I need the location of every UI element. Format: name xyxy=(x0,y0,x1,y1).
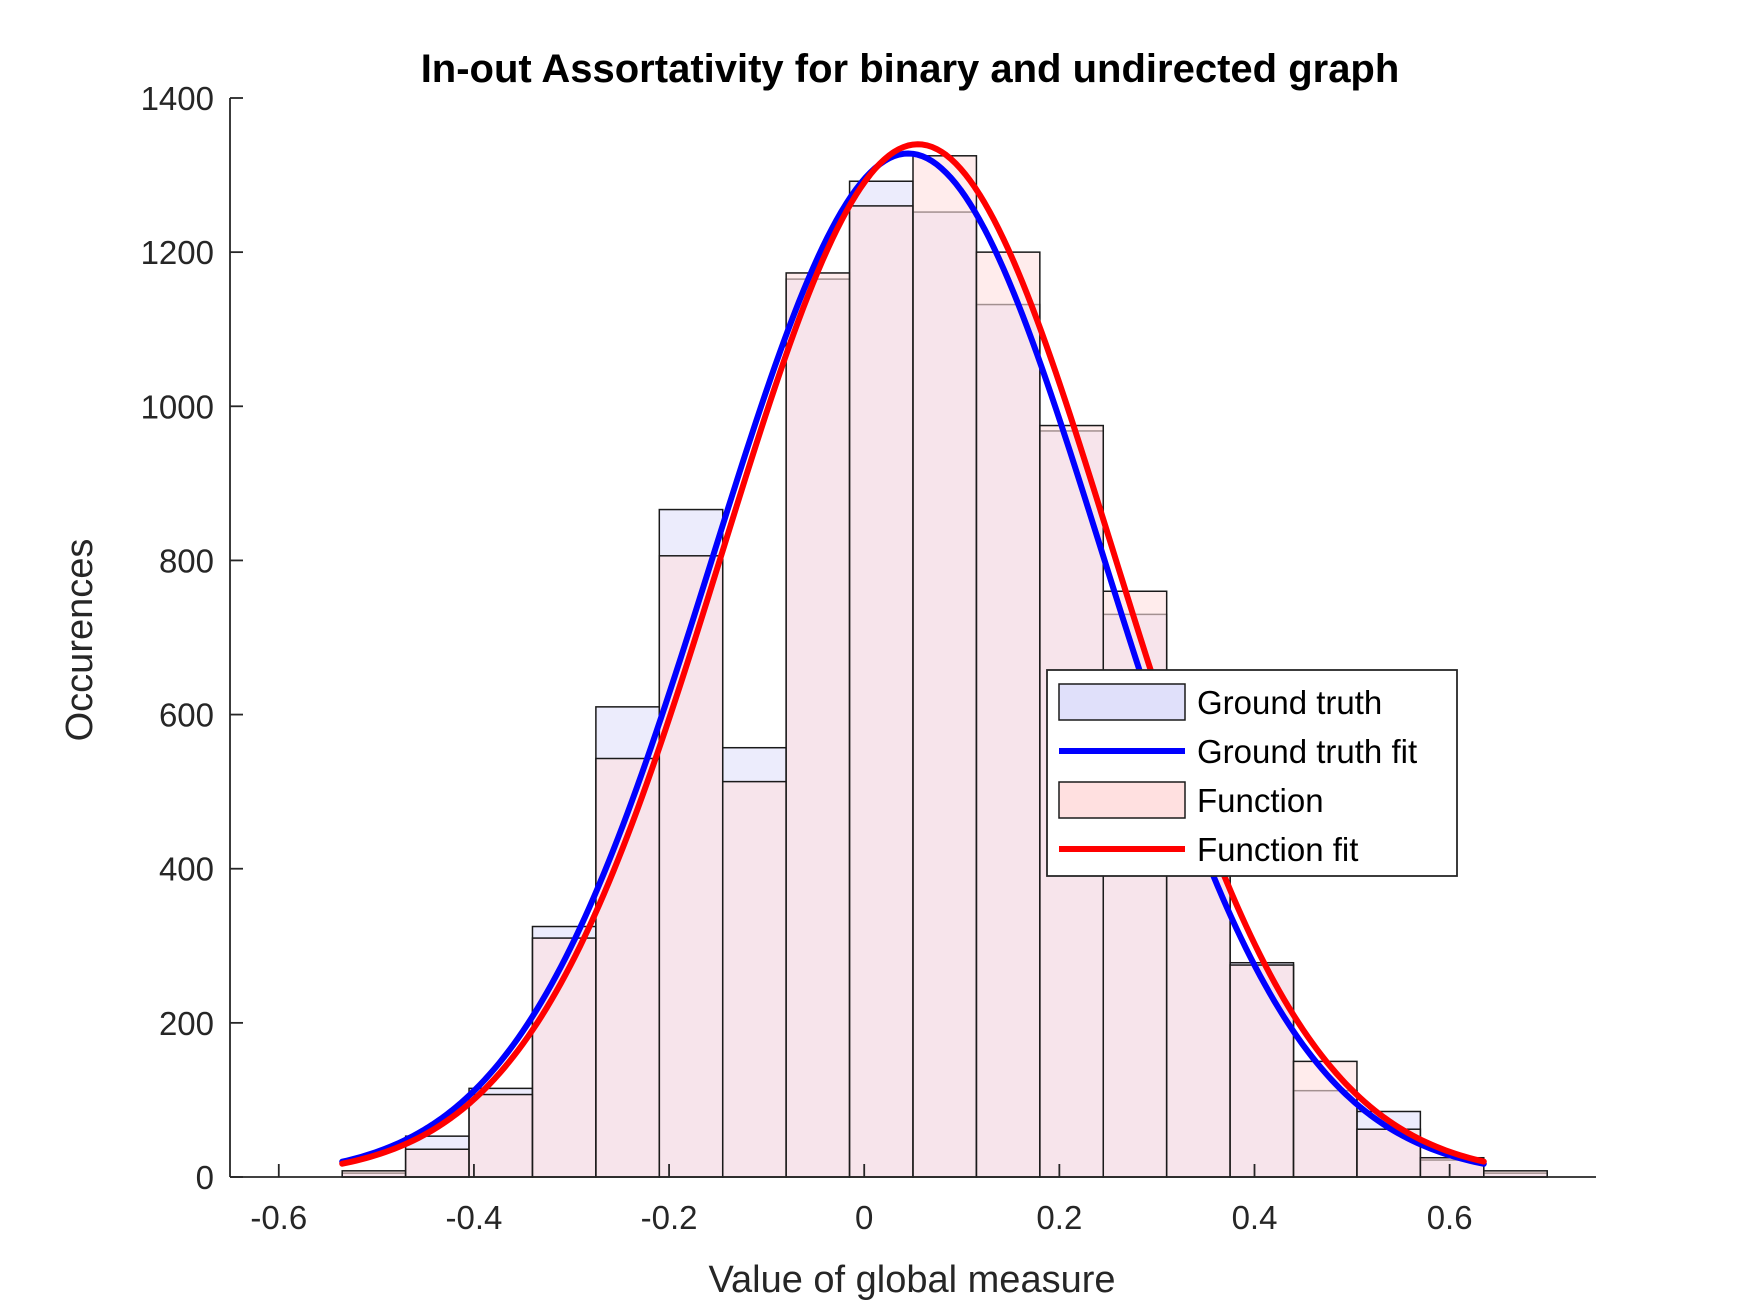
histogram-bar-series-1 xyxy=(721,780,787,1178)
x-tick-label: -0.2 xyxy=(641,1199,698,1236)
histogram-bar-series-1 xyxy=(912,155,978,1178)
y-tick-label: 0 xyxy=(196,1159,214,1196)
histogram-bar-series-1 xyxy=(1483,1170,1548,1178)
y-tick-label: 800 xyxy=(159,542,214,579)
legend-label-0: Ground truth xyxy=(1197,684,1382,721)
y-tick-label: 200 xyxy=(159,1005,214,1042)
fit-line-series-0 xyxy=(339,150,1487,1167)
legend-label-2: Function xyxy=(1197,782,1324,819)
chart-title: In-out Assortativity for binary and undi… xyxy=(421,47,1400,91)
x-tick-label: -0.4 xyxy=(445,1199,502,1236)
legend: Ground truth Ground truth fit Function Func… xyxy=(1046,669,1458,877)
histogram-bar-series-1 xyxy=(468,1093,534,1178)
axes xyxy=(229,97,1596,1178)
x-axis-label: Value of global measure xyxy=(709,1259,1116,1301)
x-tick-label: -0.6 xyxy=(250,1199,307,1236)
x-tick-label: 0 xyxy=(855,1199,873,1236)
y-tick-label: 600 xyxy=(159,697,214,734)
y-tick-label: 400 xyxy=(159,851,214,888)
y-tick-label: 1400 xyxy=(141,80,214,117)
histogram-bar-series-1 xyxy=(1292,1060,1358,1178)
tick-labels: -0.6 -0.4 -0.2 0 0.2 0.4 0.6 0 200 400 600 800 1000 1… xyxy=(141,80,1473,1236)
legend-label-1: Ground truth fit xyxy=(1197,733,1417,770)
y-tick-label: 1200 xyxy=(141,234,214,271)
x-tick-label: 0.4 xyxy=(1232,1199,1278,1236)
histogram-bar-series-1 xyxy=(404,1148,470,1178)
histogram-bar-series-1 xyxy=(785,272,851,1178)
x-tick-label: 0.2 xyxy=(1036,1199,1082,1236)
legend-label-3: Function fit xyxy=(1197,831,1358,868)
legend-swatch-0 xyxy=(1058,683,1186,721)
fit-lines-layer xyxy=(339,141,1487,1167)
legend-swatch-2 xyxy=(1058,781,1186,819)
histogram-bar-series-1 xyxy=(848,205,914,1178)
y-tick-label: 1000 xyxy=(141,388,214,425)
x-tick-label: 0.6 xyxy=(1427,1199,1473,1236)
histogram-bar-series-1 xyxy=(975,251,1041,1178)
y-axis-label: Occurences xyxy=(59,539,101,742)
histogram-bar-series-1 xyxy=(341,1170,407,1178)
fit-line-series-1 xyxy=(339,141,1487,1167)
